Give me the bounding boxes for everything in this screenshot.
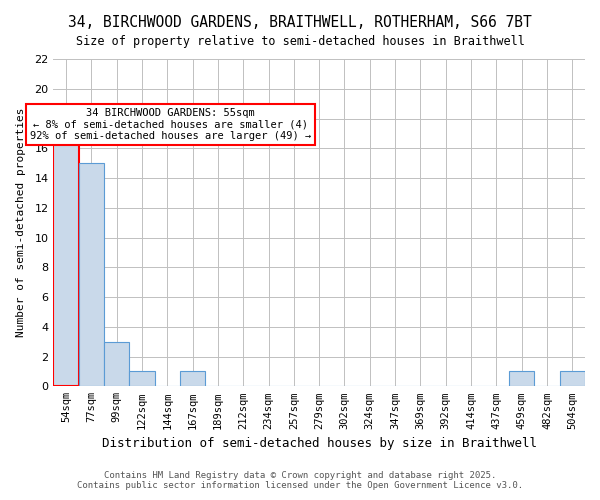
Text: 34, BIRCHWOOD GARDENS, BRAITHWELL, ROTHERHAM, S66 7BT: 34, BIRCHWOOD GARDENS, BRAITHWELL, ROTHE… [68,15,532,30]
Text: Size of property relative to semi-detached houses in Braithwell: Size of property relative to semi-detach… [76,35,524,48]
Y-axis label: Number of semi-detached properties: Number of semi-detached properties [16,108,26,338]
X-axis label: Distribution of semi-detached houses by size in Braithwell: Distribution of semi-detached houses by … [101,437,536,450]
Text: 34 BIRCHWOOD GARDENS: 55sqm
← 8% of semi-detached houses are smaller (4)
92% of : 34 BIRCHWOOD GARDENS: 55sqm ← 8% of semi… [29,108,311,142]
Bar [53,118,79,386]
Bar [560,372,585,386]
Bar [129,372,155,386]
Bar [180,372,205,386]
Bar [509,372,535,386]
Text: Contains HM Land Registry data © Crown copyright and database right 2025.
Contai: Contains HM Land Registry data © Crown c… [77,470,523,490]
Bar [104,342,129,386]
Bar [79,163,104,386]
